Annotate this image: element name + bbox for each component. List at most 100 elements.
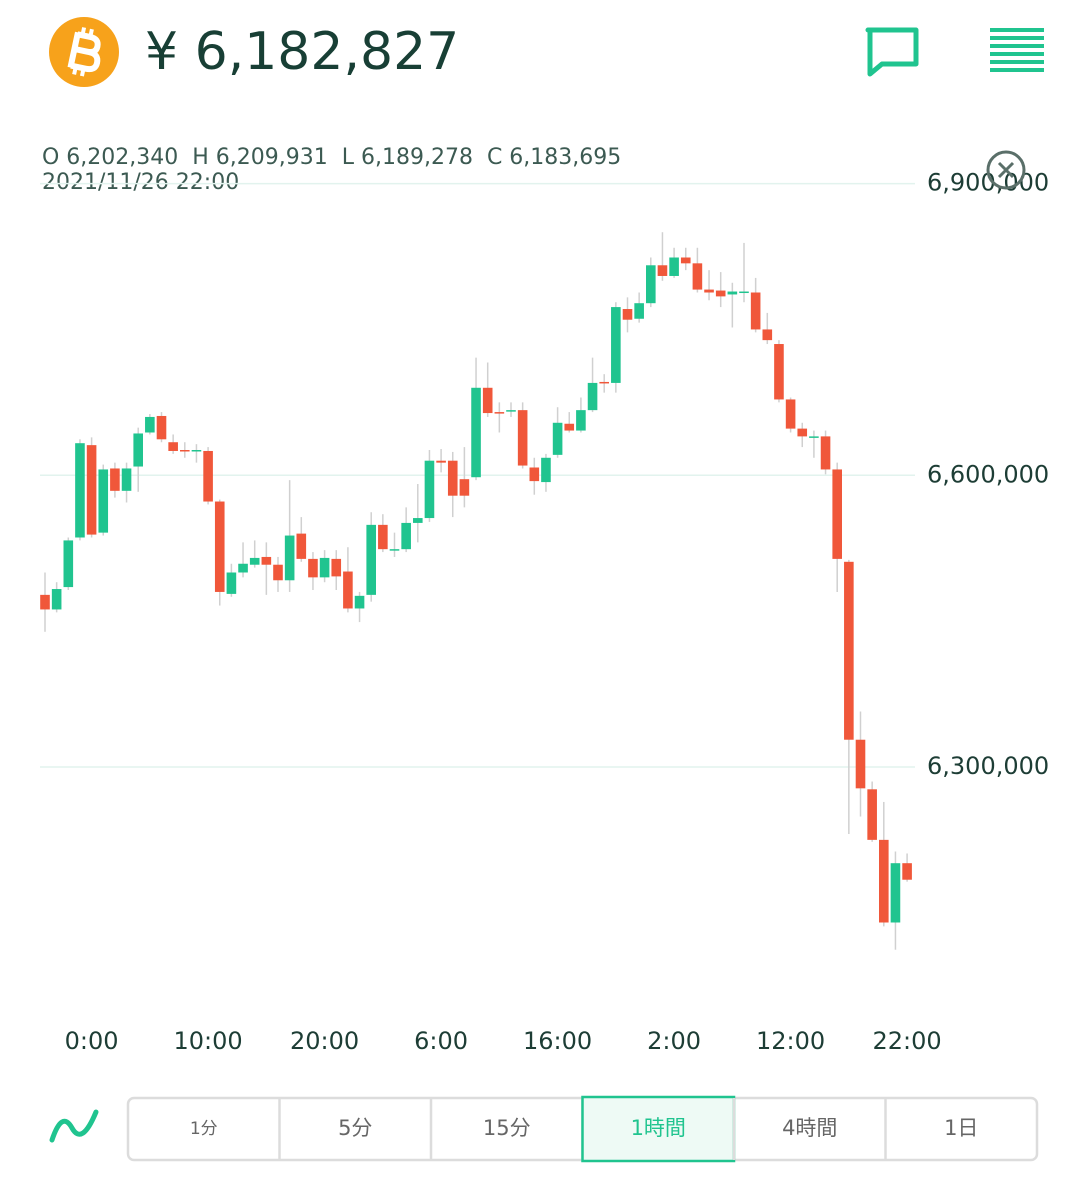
candle-body [599,381,609,384]
timeframe-label[interactable]: 1時間 [631,1116,686,1140]
candle-body [657,265,668,276]
candle-body [273,564,283,581]
candle-body [319,557,330,578]
y-tick-label: 6,600,000 [927,460,1049,488]
candle-body [680,257,691,264]
candle-body [413,518,423,523]
active-highlight [581,1095,736,1163]
x-tick-label: 20:00 [290,1027,359,1055]
candle-body [401,522,411,550]
candle-body [471,387,481,478]
candle-body [51,589,62,610]
timeframe-button[interactable]: 1時間 [581,1095,736,1163]
candle-body [378,524,388,550]
candle-body [156,415,167,440]
x-tick-label: 10:00 [174,1027,243,1055]
candle-body [529,467,540,482]
timeframe-label[interactable]: 1日 [944,1116,978,1140]
coin-icon [49,17,119,87]
candle-body [121,468,132,491]
timeframe-label[interactable]: 1分 [190,1119,218,1139]
candle-body [86,445,97,535]
candle-body [226,572,237,594]
candle-body [366,524,376,595]
candle-body [762,329,773,341]
candle-body [447,460,458,496]
candle-body [890,863,901,923]
candle-body [809,436,819,438]
candle-body [704,289,714,293]
timeframe-button[interactable]: 5分 [338,1116,372,1140]
candle-body [576,410,586,431]
candle-body [296,533,307,559]
timeframe-button[interactable]: 1日 [944,1116,978,1140]
candle-body [343,571,353,609]
timeframe-selector: 1分 5分 15分 1時間 4時間 1日 [126,1095,1039,1163]
candle-body [552,422,563,455]
candle-body [98,469,109,533]
price: ¥ 6,182,827 [145,22,459,82]
candle-body [646,265,656,304]
candle-body [494,412,505,414]
x-tick-label: 22:00 [873,1027,942,1055]
y-tick-label: 6,300,000 [927,752,1049,780]
x-tick-label: 12:00 [756,1027,825,1055]
candle-body [459,479,470,496]
chart-style-button[interactable] [49,1109,99,1143]
candle-body [517,410,528,466]
candle-body [902,863,912,880]
candle-body [739,291,749,294]
candle-body [634,303,644,319]
candle-body [389,549,400,551]
candle-body [844,561,854,740]
candle-body [622,309,633,320]
timeframe-button[interactable]: 1分 [190,1119,218,1139]
candle-body [133,433,143,467]
candle-body [820,436,831,470]
timeframe-label[interactable]: 4時間 [782,1116,837,1140]
timeframe-label[interactable]: 15分 [483,1116,531,1140]
timeframe-label[interactable]: 5分 [338,1116,372,1140]
x-tick-label: 16:00 [523,1027,592,1055]
candle-body [331,558,342,577]
chat-button[interactable] [865,27,919,77]
candle-body [110,468,120,491]
x-tick-label: 0:00 [65,1027,119,1055]
candle-body [855,739,866,789]
candle-body [180,450,190,452]
candle-body [238,563,248,573]
candle-body [168,442,178,451]
candle-body [587,382,598,411]
candle-body [249,557,260,565]
candle-body [564,423,575,431]
candle-body [715,290,726,297]
candle-body [145,416,155,433]
menu-button[interactable] [990,28,1044,72]
timeframe-button[interactable]: 4時間 [782,1116,837,1140]
candle-body [40,594,50,610]
candle-body [214,501,225,592]
candle-body [75,443,85,538]
timeframe-button[interactable]: 15分 [483,1116,531,1140]
candle-body [63,540,74,588]
candle-body [424,460,435,519]
candle-body [506,410,516,412]
candle-body [482,387,493,414]
ohlc-info: O 6,202,340 H 6,209,931 L 6,189,278 C 6,… [42,145,621,170]
candle-body [692,263,703,290]
candle-body [832,469,842,559]
candle-body [879,839,889,923]
candle-body [354,595,365,609]
candle-body [727,291,738,295]
candle-date: 2021/11/26 22:00 [42,170,239,195]
candle-body [797,428,808,437]
candle-body [867,789,877,840]
close-info-button[interactable] [986,150,1026,190]
candle-body [785,399,796,429]
x-tick-label: 2:00 [647,1027,701,1055]
candle-body [308,558,318,578]
candle-body [284,535,295,581]
candle-body [774,344,784,400]
